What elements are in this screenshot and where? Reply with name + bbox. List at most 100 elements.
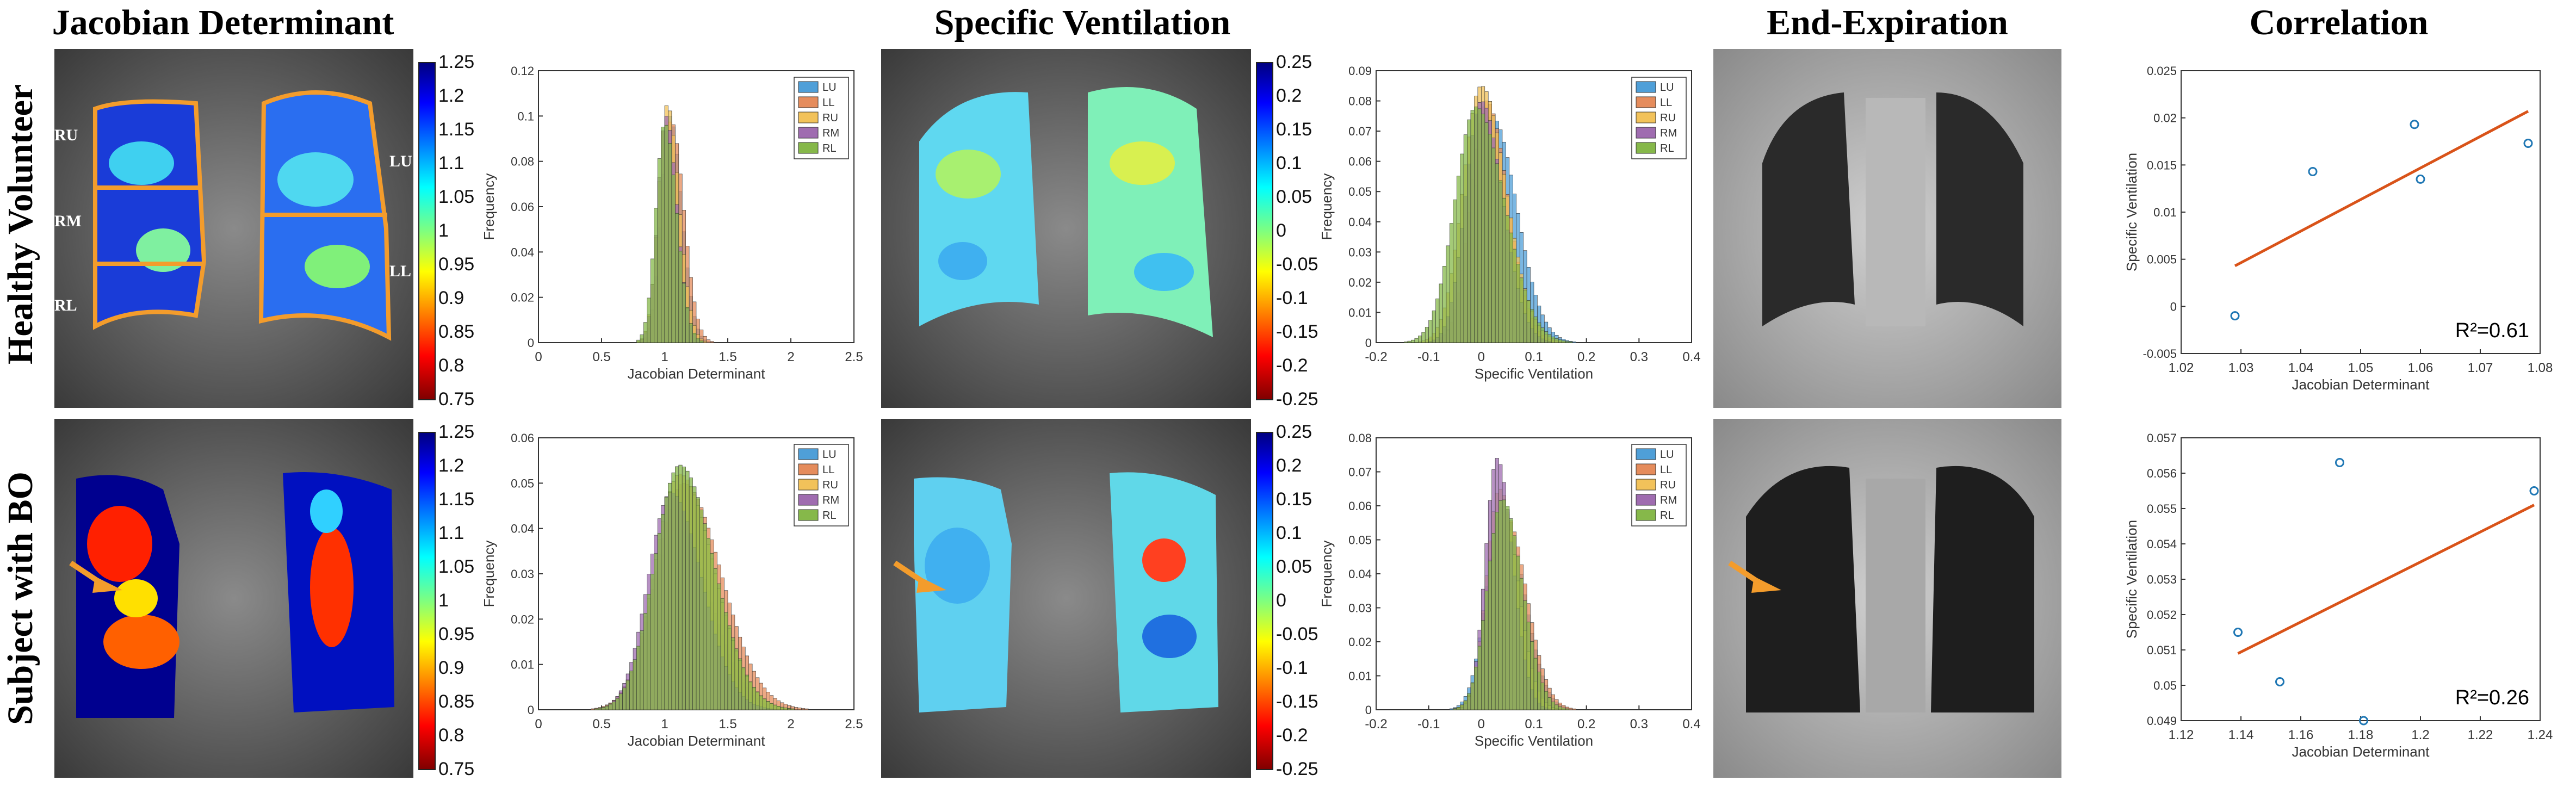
hist-bar [783, 708, 788, 710]
hist-bar [1562, 708, 1566, 710]
hist-bar [1446, 245, 1450, 343]
hist-bar [752, 687, 756, 710]
hist-bar [643, 613, 648, 710]
expiration-healthy-image [1713, 49, 2061, 408]
colorbar-ventilation-bo [1256, 432, 1273, 770]
colorbar-tick-label: 1.1 [438, 153, 465, 173]
hist-bar [738, 658, 742, 710]
y-tick-label: 0.02 [511, 291, 534, 305]
x-axis-label: Specific Ventilation [1475, 365, 1593, 382]
legend-swatch [798, 142, 819, 154]
scatter-healthy: 1.02 1.03 1.04 1.05 1.06 1.07 1.08 -0.005 0 0.005… [2123, 64, 2553, 393]
legend-label: RL [822, 142, 837, 154]
hist-bar [745, 674, 749, 710]
hist-bar [1467, 693, 1471, 710]
hist-bar [699, 340, 704, 343]
hist-bar [759, 695, 763, 710]
x-axis-label: Jacobian Determinant [628, 733, 766, 749]
hist-bar [1565, 341, 1569, 343]
legend-swatch [798, 448, 819, 460]
y-tick-label: 0.06 [1348, 499, 1372, 513]
hist-bar [801, 708, 806, 710]
y-tick-label: 0.01 [511, 658, 534, 672]
hist-bar [787, 708, 791, 710]
hist-bar [1484, 122, 1489, 343]
x-tick-label: 1.2 [2411, 728, 2429, 742]
x-tick-label: -0.2 [1365, 717, 1387, 732]
x-axis-label: Jacobian Determinant [628, 365, 766, 382]
scatter-point [2308, 166, 2318, 176]
histogram-ventilation-bo: -0.2 -0.1 0 0.1 0.2 0.3 0.4 0 0.01 0.02 0.03 0.04 0.… [1318, 431, 1701, 749]
legend-label: LU [1660, 449, 1674, 461]
colorbar-tick-label: 1.05 [438, 187, 475, 207]
r-squared-annotation: R²=0.26 [2455, 686, 2529, 709]
hist-bar [710, 341, 714, 343]
hist-bar [654, 553, 658, 710]
hist-bar [707, 538, 711, 710]
colorbar-tick-label: -0.2 [1276, 725, 1308, 746]
y-tick-label: 0.06 [1348, 155, 1372, 169]
y-tick-label: 0.05 [2153, 679, 2177, 692]
x-tick-label: 0.3 [1630, 350, 1648, 364]
hist-bar [657, 158, 661, 343]
hist-bar [1428, 320, 1433, 343]
hist-bar [713, 568, 717, 710]
scatter-point [2410, 120, 2419, 129]
y-tick-label: 0.09 [1348, 64, 1372, 78]
y-tick-label: 0 [1365, 703, 1372, 717]
y-tick-label: 0.049 [2147, 714, 2177, 728]
legend-swatch [1636, 81, 1656, 93]
colorbar-tick-label: 0 [1276, 220, 1286, 241]
legend-label: LL [822, 464, 834, 476]
lobe-label-rl: RL [54, 296, 77, 314]
legend-label: RM [1660, 127, 1677, 139]
hist-bar [692, 333, 697, 343]
x-tick-label: 1.04 [2288, 361, 2314, 375]
hist-bar [1442, 266, 1447, 343]
scatter-point [2233, 628, 2243, 637]
hist-bar [661, 127, 665, 343]
hist-bar [1537, 672, 1541, 710]
hist-bar [1523, 600, 1527, 710]
hist-bar [664, 125, 668, 343]
legend-label: RL [1660, 510, 1674, 522]
hist-bar [1460, 153, 1464, 343]
legend-label: RM [822, 494, 839, 506]
hist-bar [776, 706, 781, 710]
colorbar-jacobian-healthy [418, 62, 436, 400]
y-tick-label: 0.1 [517, 109, 534, 123]
legend-label: LU [822, 82, 837, 94]
y-tick-label: 0 [528, 703, 534, 717]
x-tick-label: 1.03 [2228, 361, 2254, 375]
fit-line [2237, 504, 2535, 655]
hist-bar [720, 598, 725, 710]
hist-bar [668, 143, 672, 343]
hist-bar [1425, 327, 1429, 343]
hist-bar [797, 708, 802, 710]
hist-bar [675, 213, 679, 343]
hist-bar [636, 646, 641, 710]
legend-label: RU [1660, 112, 1676, 124]
hist-bar [612, 701, 616, 710]
x-tick-label: 2 [787, 350, 794, 364]
colorbar-tick-label: -0.15 [1276, 321, 1318, 342]
y-tick-label: 0.01 [1348, 306, 1372, 319]
r-squared-annotation: R²=0.61 [2455, 319, 2529, 342]
hist-bar [1526, 300, 1531, 343]
y-tick-label: 0.057 [2147, 431, 2177, 445]
legend-swatch [1636, 127, 1656, 139]
colorbar-tick-label: 0.85 [438, 691, 475, 712]
hist-bar [773, 704, 777, 710]
hist-bar [1477, 108, 1482, 343]
y-tick-label: 0.07 [1348, 466, 1372, 479]
hist-bar [594, 708, 598, 710]
legend-swatch [798, 127, 819, 139]
legend-label: RU [1660, 479, 1676, 491]
hist-series-rl [594, 464, 795, 710]
colorbar-tick-label: 1.15 [438, 119, 475, 140]
x-tick-label: 1.22 [2468, 728, 2493, 742]
hist-bar [717, 583, 721, 710]
hist-bar [1526, 622, 1531, 710]
legend-swatch [798, 479, 819, 491]
